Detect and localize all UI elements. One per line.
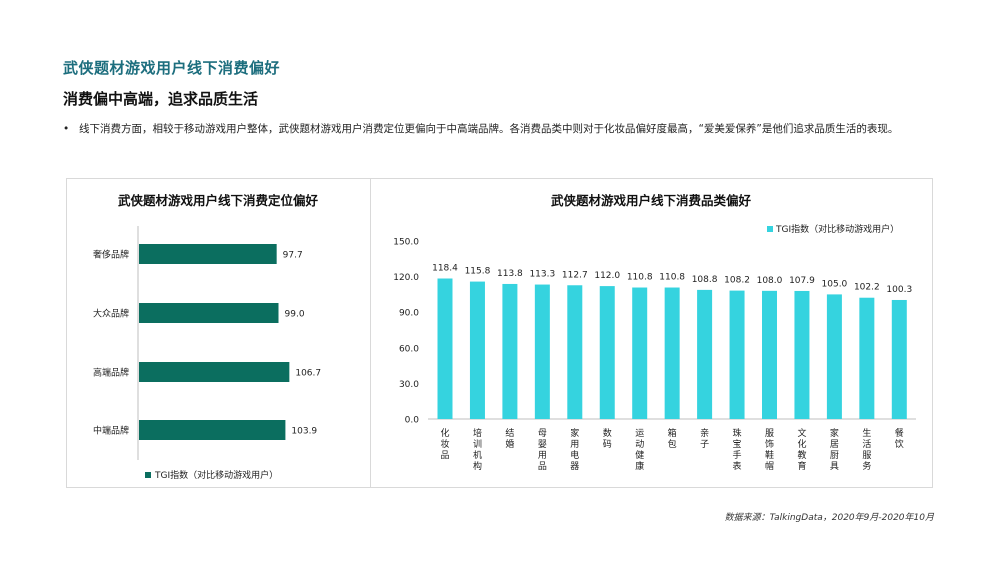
chart1-category-label: 大众品牌: [93, 308, 129, 320]
chart2-category-label: 母婴用品: [538, 428, 547, 472]
chart2-category-label: 家用电器: [570, 427, 579, 472]
chart1-category-label: 中端品牌: [93, 425, 129, 437]
chart2-data-label: 112.0: [594, 271, 620, 281]
chart1-category-label: 奢侈品牌: [93, 249, 129, 261]
chart2-y-tick-label: 30.0: [399, 380, 419, 390]
chart2-category-label: 服饰鞋帽: [765, 428, 774, 472]
page-subtitle: 消费偏中高端，追求品质生活: [63, 90, 259, 108]
chart2-data-label: 102.2: [854, 283, 880, 293]
chart2-category-label: 生活服务: [862, 427, 871, 472]
chart1-bar: [139, 303, 279, 323]
chart2-category-label: 箱包: [668, 427, 677, 450]
chart2-bar: [567, 285, 583, 419]
chart2-bar: [664, 287, 680, 419]
chart1-data-label: 103.9: [291, 427, 317, 437]
chart1-legend-label: TGI指数（对比移动游戏用户）: [154, 469, 278, 481]
bullet-text: 线下消费方面，相较于移动游戏用户整体，武侠题材游戏用户消费定位更偏向于中高端品牌…: [79, 123, 899, 135]
chart2-data-label: 108.8: [692, 275, 718, 285]
chart2-data-label: 110.8: [627, 273, 653, 283]
chart1-data-label: 106.7: [295, 369, 321, 379]
chart2-title: 武侠题材游戏用户线下消费品类偏好: [551, 193, 752, 208]
chart1-title: 武侠题材游戏用户线下消费定位偏好: [118, 193, 319, 208]
chart2-category-label: 培训机构: [473, 427, 482, 472]
chart2-bar: [632, 287, 648, 419]
chart2-y-tick-label: 90.0: [399, 309, 419, 319]
chart2-data-label: 108.2: [724, 276, 750, 286]
chart2-category-label: 珠宝手表: [733, 427, 742, 472]
chart2-bar: [599, 286, 615, 419]
chart2-bar: [891, 299, 907, 419]
chart2-category-label: 家居厨具: [830, 427, 839, 472]
chart2-bar: [762, 290, 777, 419]
chart2-category-label: 数码: [603, 427, 612, 450]
bullet-icon: •: [63, 123, 70, 135]
chart2-y-tick-label: 60.0: [399, 344, 419, 354]
chart1-legend-swatch: [145, 472, 151, 478]
chart2-bar: [794, 290, 810, 419]
panel-divider: [370, 178, 371, 488]
chart1-category-label: 高端品牌: [93, 367, 129, 379]
chart2-category-label: 结婚: [505, 427, 514, 450]
chart1-bar: [139, 362, 290, 382]
chart1-bar: [139, 420, 286, 440]
chart2-data-label: 113.8: [497, 269, 523, 279]
chart2-bar: [826, 294, 842, 419]
chart1-data-label: 97.7: [283, 251, 303, 261]
chart2-data-label: 113.3: [529, 270, 555, 280]
chart2-bar: [859, 297, 875, 419]
charts-panel: [66, 178, 933, 488]
page-title: 武侠题材游戏用户线下消费偏好: [63, 59, 281, 77]
chart2-bar: [469, 281, 485, 419]
chart2-y-tick-label: 150.0: [393, 238, 419, 248]
chart2-y-tick-label: 120.0: [393, 273, 419, 283]
chart2-bar: [729, 290, 745, 419]
chart2-category-label: 餐饮: [895, 427, 904, 450]
chart2-category-label: 化妆品: [440, 427, 449, 461]
chart2-data-label: 118.4: [432, 263, 458, 273]
chart1-data-label: 99.0: [285, 310, 305, 320]
chart2-data-label: 112.7: [562, 270, 588, 280]
chart1-bar: [139, 244, 277, 264]
chart2-data-label: 107.9: [789, 276, 815, 286]
chart2-bar: [697, 289, 713, 419]
chart2-data-label: 108.0: [757, 276, 783, 286]
chart2-bar: [502, 283, 518, 419]
chart2-data-label: 100.3: [886, 285, 912, 295]
chart2-bar: [534, 284, 550, 419]
chart2-category-label: 文化教育: [797, 427, 806, 472]
bullet-point: • 线下消费方面，相较于移动游戏用户整体，武侠题材游戏用户消费定位更偏向于中高端…: [63, 120, 943, 139]
chart2-y-tick-label: 0.0: [405, 416, 420, 426]
chart2-data-label: 110.8: [659, 273, 685, 283]
chart2-category-label: 运动健康: [635, 428, 644, 472]
chart2-data-label: 105.0: [822, 279, 848, 289]
data-source: 数据来源：TalkingData，2020年9月-2020年10月: [724, 513, 934, 523]
chart2-legend-label: TGI指数（对比移动游戏用户）: [775, 223, 899, 235]
chart2-data-label: 115.8: [465, 267, 491, 277]
chart2-category-label: 亲子: [700, 427, 709, 450]
chart2-legend-swatch: [767, 226, 773, 232]
chart2-bar: [437, 278, 453, 419]
